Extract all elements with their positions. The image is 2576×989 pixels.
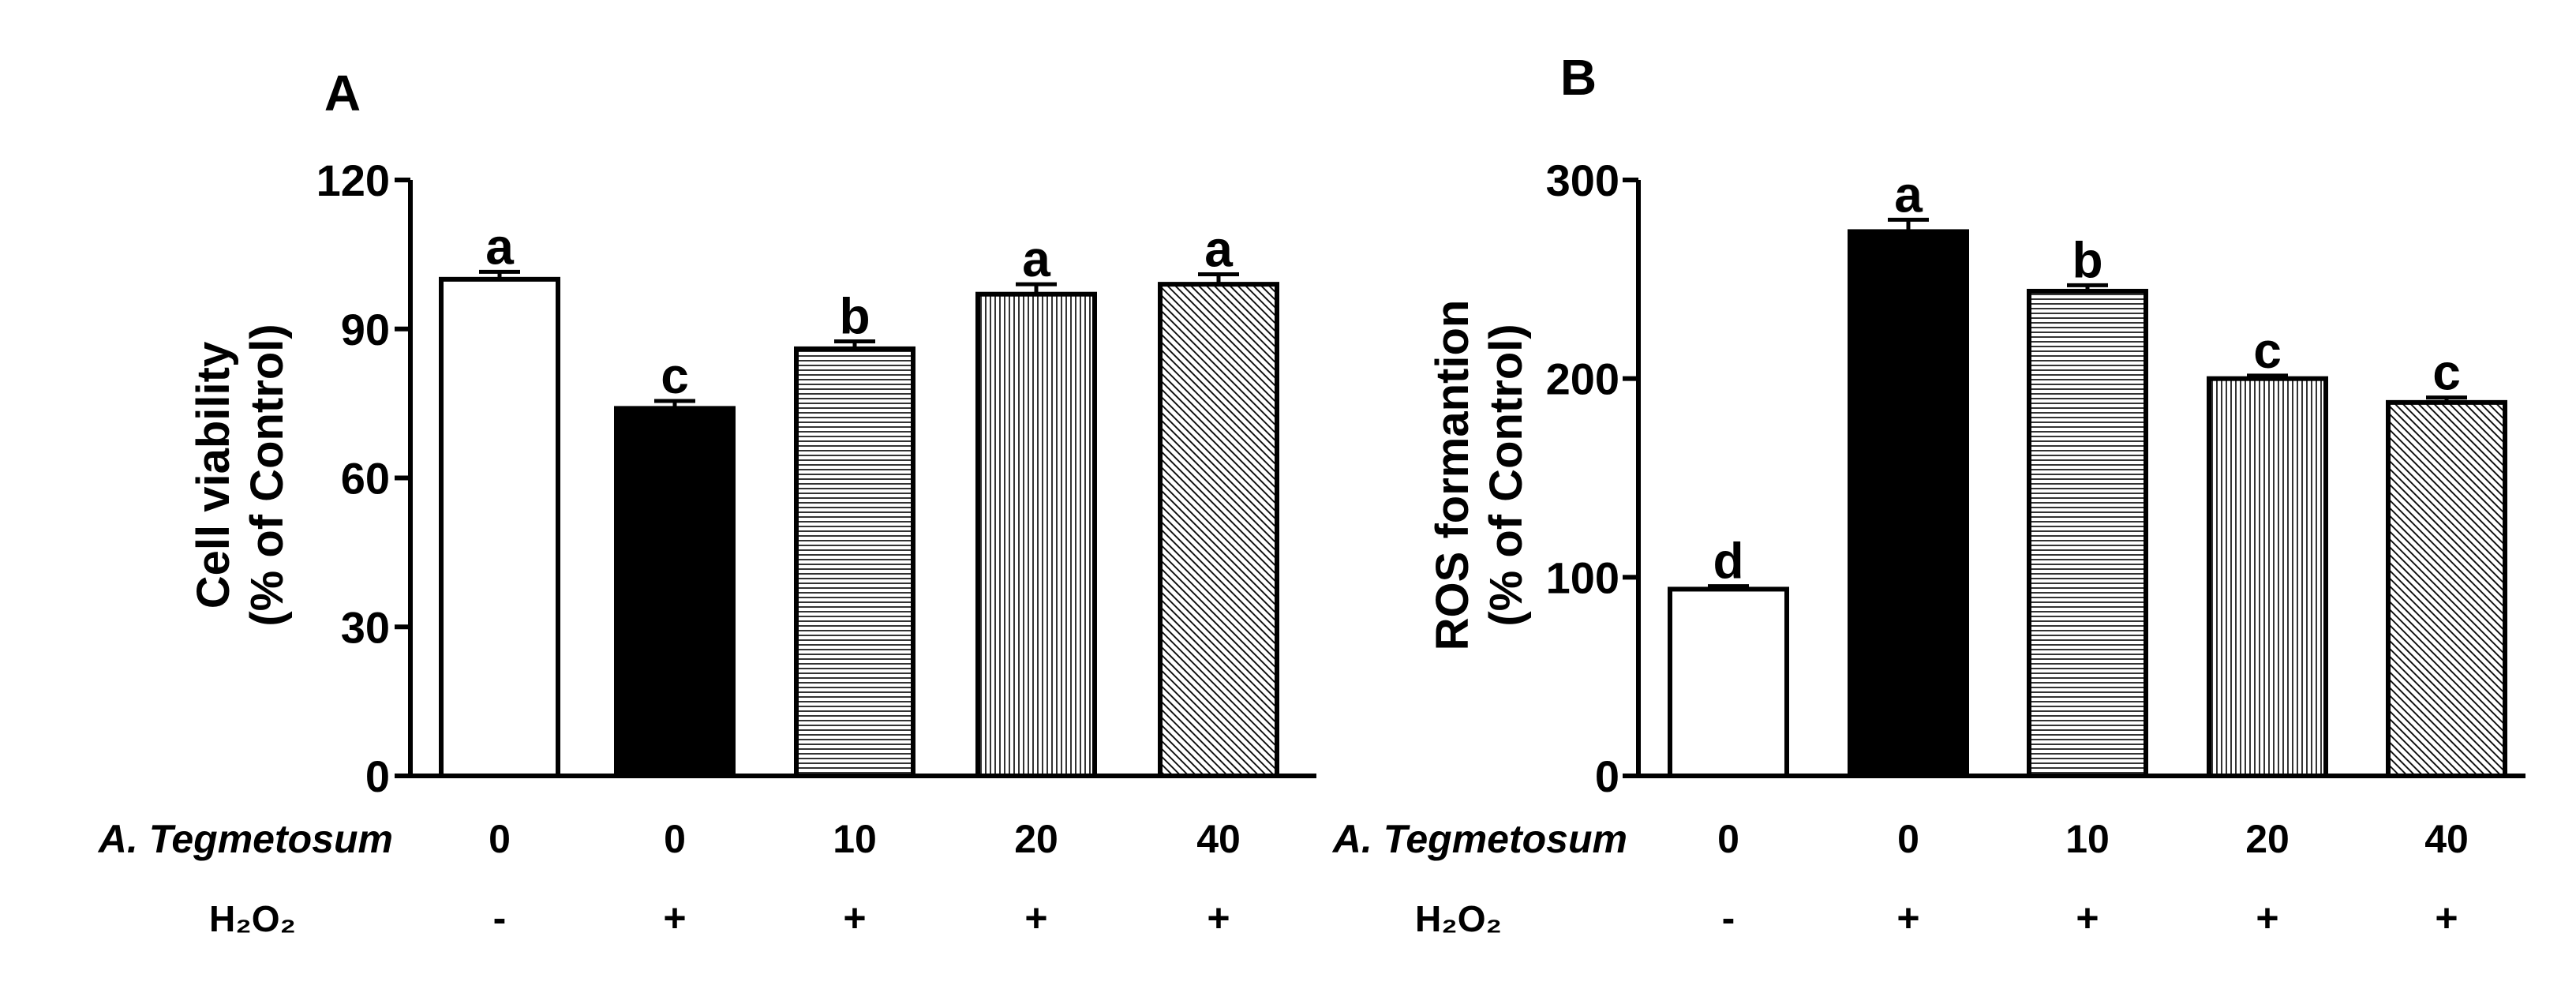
panel-a-bar [439,276,560,779]
panel-b-treatment-label: A. Tegmetosum [1331,817,1627,861]
panel-b-h2o2-value: + [1896,896,1919,940]
panel-b-ytick-label: 100 [1546,553,1619,602]
panel-a-treatment-value: 40 [1196,817,1241,861]
panel-a-treatment-value: 0 [664,817,686,861]
panel-a-h2o2-value: + [1207,896,1230,940]
panel-a-bar [614,406,736,779]
panel-b: B ROS formantion (% of Control) 01002003… [1331,49,2525,940]
panel-a-h2o2-label: H₂O₂ [209,898,296,939]
panel-a-ytick-label: 0 [365,751,390,801]
panel-b-label: B [1560,49,1597,106]
panel-a-treatment-value: 20 [1014,817,1058,861]
panel-a-treatment-value: 10 [833,817,877,861]
panel-b-significance-letter: b [2072,231,2102,288]
panel-a-ytick-label: 30 [341,602,390,652]
panel-a-treatment-label: A. Tegmetosum [97,817,393,861]
panel-a-ylabel: Cell viability (% of Control) [188,324,293,626]
panel-b-bar [2386,399,2507,778]
panel-a-significance-letter: c [661,347,689,404]
panel-b-ytick-label: 300 [1546,155,1619,205]
panel-a-h2o2-value: + [663,896,686,940]
panel-b-bar [2027,288,2148,778]
panel-a-ylabel-line1: Cell viability [188,342,239,609]
panel-b-ylabel-line1: ROS formantion [1427,300,1478,651]
panel-b-treatment-table: A. Tegmetosum H₂O₂ 0 0 10 20 40 - + + + + [1331,817,2469,940]
panel-a-treatment-value: 0 [489,817,511,861]
panel-b-ylabel: ROS formantion (% of Control) [1427,300,1532,651]
panel-a-ylabel-line2: (% of Control) [242,324,293,626]
panel-b-treatment-value: 0 [1717,817,1739,861]
panel-a-significance-letter: b [839,287,870,344]
panel-a-h2o2-value: - [493,896,507,940]
panel-b-treatment-value: 20 [2245,817,2290,861]
panel-b-bar [1668,586,1789,779]
panel-b-bar [2207,376,2328,778]
panel-b-h2o2-value: + [2435,896,2458,940]
panel-b-treatment-value: 10 [2065,817,2110,861]
panel-b-significance-letter: c [2253,322,2282,379]
panel-b-h2o2-value: - [1722,896,1735,940]
panel-b-significance-letter: c [2432,344,2461,401]
panel-a-ytick-label: 60 [341,454,390,504]
panel-a-ytick-label: 90 [341,305,390,354]
panel-a-label: A [324,65,361,122]
panel-a-h2o2-value: + [1024,896,1047,940]
panel-b-h2o2-value: + [2256,896,2278,940]
panel-b-h2o2-label: H₂O₂ [1415,898,1502,939]
panel-a-significance-letter: a [1204,221,1233,278]
panel-a-bar [794,346,915,778]
panel-a-significance-letter: a [1022,230,1050,287]
panel-b-ylabel-line2: (% of Control) [1481,324,1532,626]
panel-a-bar [1158,282,1279,778]
panel-b-ytick-label: 0 [1595,751,1619,801]
panel-a-h2o2-value: + [843,896,866,940]
panel-b-bar [1848,229,1969,778]
panel-b-significance-letter: a [1894,166,1923,223]
panel-a-ytick-label: 120 [316,155,390,205]
panel-b-treatment-value: 40 [2424,817,2469,861]
panel-b-significance-letter: d [1713,533,1743,590]
panel-b-treatment-value: 0 [1897,817,1919,861]
panel-a: A Cell viability (% of Control) 0 30 60 90 1… [97,65,1316,940]
panel-b-ytick-label: 200 [1546,354,1619,404]
panel-a-bar [975,291,1097,779]
panel-a-significance-letter: a [485,218,514,275]
panel-a-treatment-table: A. Tegmetosum H₂O₂ 0 0 10 20 40 - + + + + [97,817,1241,940]
panel-b-h2o2-value: + [2076,896,2099,940]
